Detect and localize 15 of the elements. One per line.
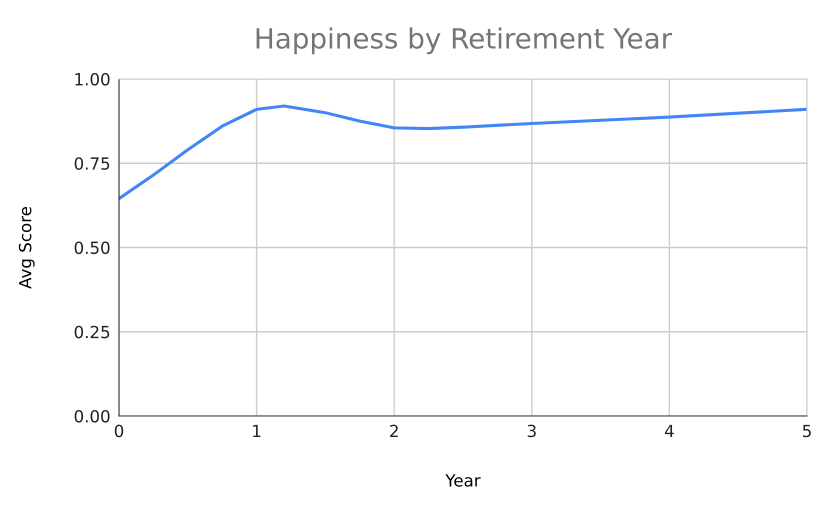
chart-title: Happiness by Retirement Year	[256, 27, 672, 54]
line-series	[119, 104, 807, 200]
x-tick-label: 2	[390, 424, 398, 437]
y-tick-label: 0.50	[74, 241, 110, 254]
x-tick-label: 1	[253, 424, 260, 437]
x-axis-title: Year	[445, 474, 481, 487]
y-tick-label: 0.25	[74, 326, 110, 338]
x-tick-label: 5	[802, 424, 811, 438]
y-axis-title: Avg Score	[18, 206, 35, 289]
x-tick-label: 3	[528, 424, 536, 438]
y-tick-label: 0.75	[74, 157, 110, 170]
y-tick-label: 1.00	[75, 72, 110, 86]
x-tick-label: 0	[114, 424, 124, 438]
x-tick-label: 4	[664, 424, 674, 437]
y-tick-label: 0.00	[74, 410, 110, 423]
